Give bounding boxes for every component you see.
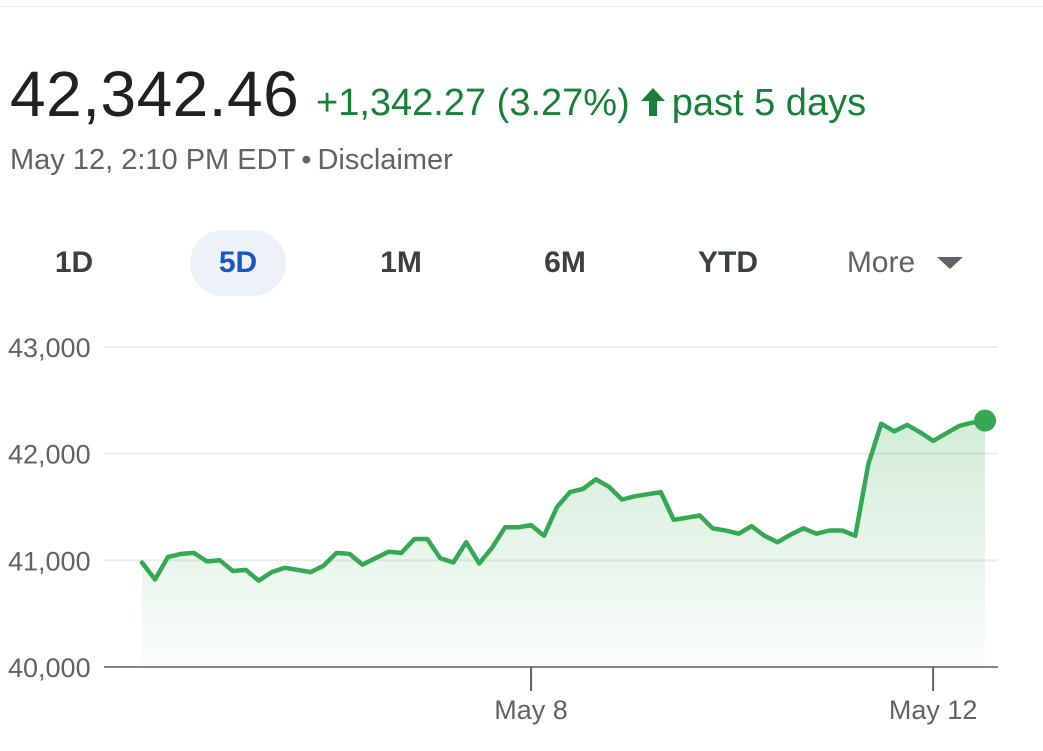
- top-divider: [0, 6, 1043, 7]
- y-axis-labels: 40,000 41,000 42,000 43,000: [8, 333, 91, 683]
- tab-label: More: [846, 246, 916, 279]
- range-tabs: 1D 5D 1M 6M YTD More: [0, 230, 1043, 296]
- change-value: +1,342.27 (3.27%): [316, 82, 630, 124]
- tab-label: YTD: [698, 246, 758, 279]
- tab-5d[interactable]: 5D: [190, 230, 286, 296]
- tab-1m[interactable]: 1M: [356, 230, 446, 296]
- current-price: 42,342.46: [10, 58, 300, 130]
- caret-down-icon: [937, 257, 964, 269]
- last-price-marker: [974, 409, 996, 432]
- disclaimer-link[interactable]: Disclaimer: [317, 144, 453, 176]
- x-axis-ticks: May 8 May 12: [494, 667, 977, 725]
- y-tick-label: 41,000: [8, 546, 91, 576]
- quote-subtitle: May 12, 2:10 PM EDT • Disclaimer: [10, 146, 453, 175]
- arrow-up-icon: [640, 86, 666, 124]
- y-tick-label: 42,000: [8, 440, 91, 470]
- x-tick-label: May 8: [494, 695, 568, 725]
- tab-ytd[interactable]: YTD: [676, 230, 780, 296]
- tab-label: 5D: [218, 246, 258, 279]
- more-dropdown[interactable]: More: [830, 230, 980, 296]
- price-change: +1,342.27 (3.27%) past 5 days: [316, 84, 866, 124]
- x-tick-label: May 12: [889, 695, 978, 725]
- separator-dot: •: [301, 144, 312, 176]
- tab-6m[interactable]: 6M: [518, 230, 612, 296]
- quote-timestamp: May 12, 2:10 PM EDT: [10, 144, 296, 176]
- tab-label: 1M: [380, 246, 422, 279]
- y-tick-label: 43,000: [8, 333, 91, 363]
- chart-series-line: [139, 418, 988, 583]
- tab-1d[interactable]: 1D: [30, 230, 118, 296]
- chart-area-fill: [142, 420, 985, 667]
- change-period: past 5 days: [671, 82, 867, 124]
- tab-label: 1D: [54, 246, 94, 279]
- price-chart[interactable]: 40,000 41,000 42,000 43,000 May 8 May 12: [0, 320, 1043, 751]
- tab-label: 6M: [544, 246, 586, 279]
- y-tick-label: 40,000: [8, 653, 91, 683]
